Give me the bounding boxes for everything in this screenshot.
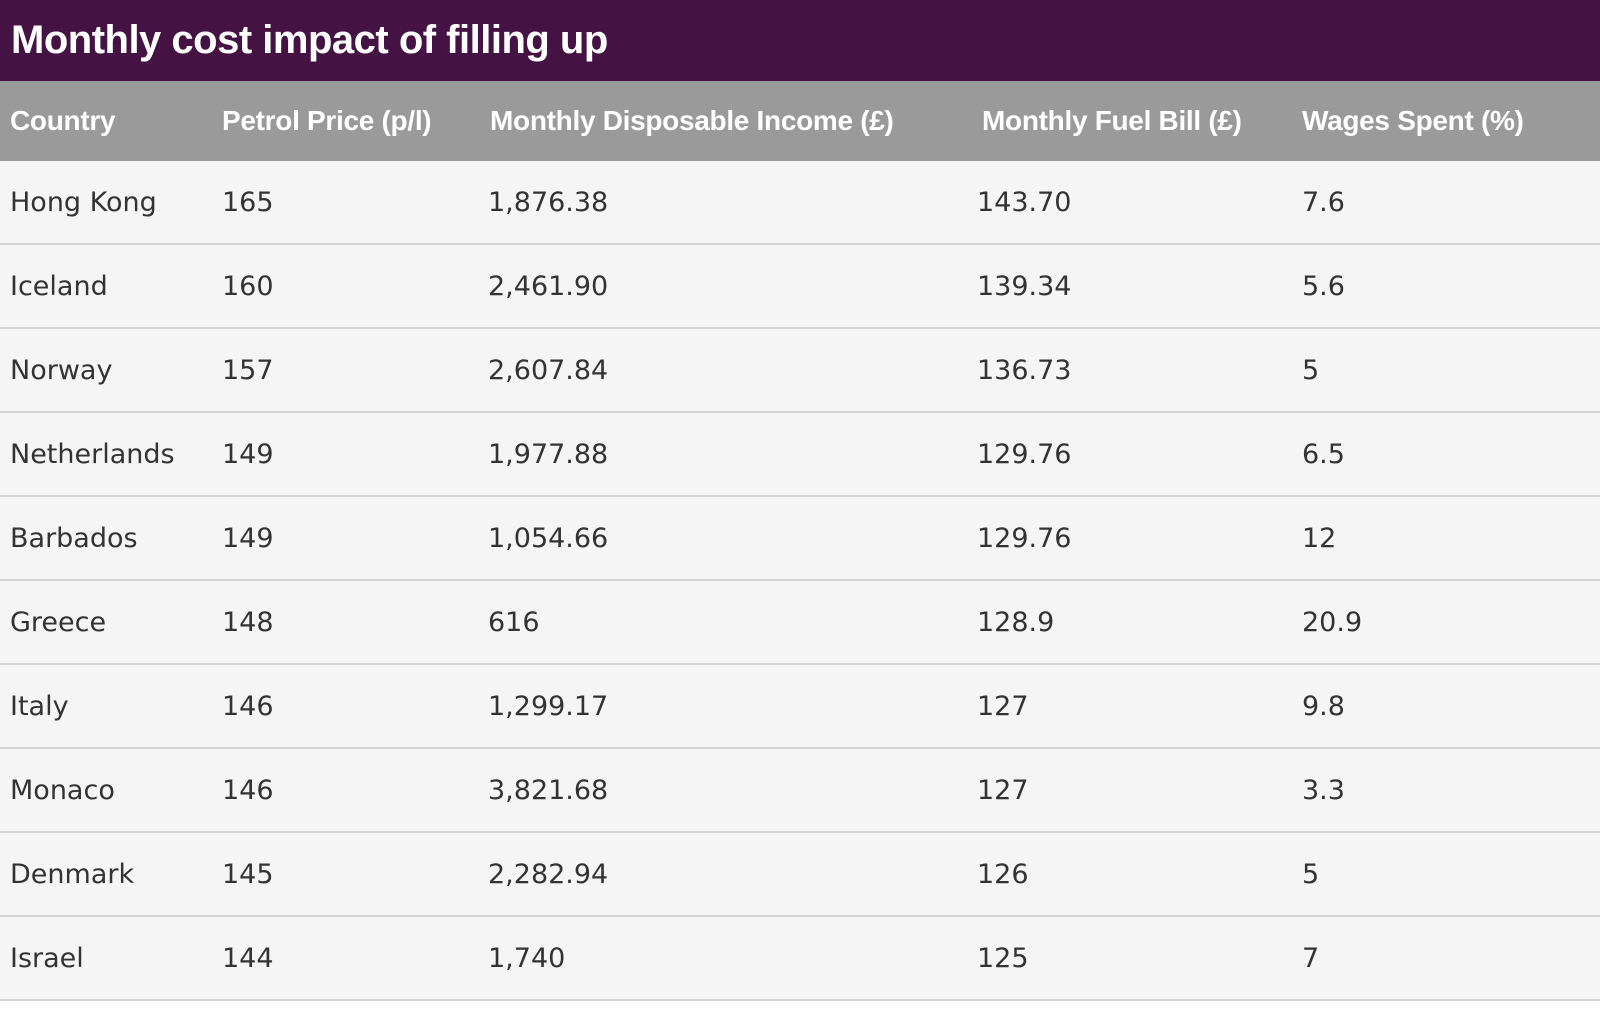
cell-disposable-income: 1,054.66 — [484, 496, 977, 581]
cell-petrol-price: 149 — [212, 412, 484, 497]
header-fuel-bill: Monthly Fuel Bill (£) — [977, 81, 1302, 161]
cell-fuel-bill: 143.70 — [977, 161, 1302, 245]
cell-wages-spent: 12 — [1302, 496, 1600, 581]
cell-petrol-price: 165 — [212, 161, 484, 245]
cell-disposable-income: 616 — [484, 580, 977, 665]
header-disposable-income: Monthly Disposable Income (£) — [484, 81, 977, 161]
cell-country: Iceland — [0, 244, 212, 329]
cell-wages-spent: 5.6 — [1302, 244, 1600, 329]
cell-disposable-income: 1,740 — [484, 916, 977, 1001]
cell-fuel-bill: 127 — [977, 748, 1302, 833]
cell-fuel-bill: 127 — [977, 664, 1302, 749]
cell-disposable-income: 2,607.84 — [484, 328, 977, 413]
table-row: Denmark 145 2,282.94 126 5 — [0, 832, 1600, 917]
header-country: Country — [0, 81, 212, 161]
cell-disposable-income: 1,876.38 — [484, 161, 977, 245]
cell-disposable-income: 1,977.88 — [484, 412, 977, 497]
table-row: Netherlands 149 1,977.88 129.76 6.5 — [0, 412, 1600, 497]
cell-fuel-bill: 139.34 — [977, 244, 1302, 329]
table-row: Italy 146 1,299.17 127 9.8 — [0, 664, 1600, 749]
cell-wages-spent: 9.8 — [1302, 664, 1600, 749]
cell-petrol-price: 146 — [212, 664, 484, 749]
cell-country: Netherlands — [0, 412, 212, 497]
cell-disposable-income: 2,461.90 — [484, 244, 977, 329]
table-header-row: Country Petrol Price (p/l) Monthly Dispo… — [0, 81, 1600, 161]
cell-country: Denmark — [0, 832, 212, 917]
cell-country: Italy — [0, 664, 212, 749]
cell-petrol-price: 145 — [212, 832, 484, 917]
cell-petrol-price: 144 — [212, 916, 484, 1001]
cell-country: Greece — [0, 580, 212, 665]
table-row: Hong Kong 165 1,876.38 143.70 7.6 — [0, 161, 1600, 245]
table-row: Norway 157 2,607.84 136.73 5 — [0, 328, 1600, 413]
table-row: Israel 144 1,740 125 7 — [0, 916, 1600, 1001]
cell-wages-spent: 5 — [1302, 832, 1600, 917]
cell-disposable-income: 2,282.94 — [484, 832, 977, 917]
table-row: Monaco 146 3,821.68 127 3.3 — [0, 748, 1600, 833]
cell-disposable-income: 1,299.17 — [484, 664, 977, 749]
cell-wages-spent: 3.3 — [1302, 748, 1600, 833]
cell-petrol-price: 160 — [212, 244, 484, 329]
title-bar: Monthly cost impact of filling up — [0, 0, 1600, 81]
cell-fuel-bill: 129.76 — [977, 496, 1302, 581]
cell-fuel-bill: 126 — [977, 832, 1302, 917]
table-row: Greece 148 616 128.9 20.9 — [0, 580, 1600, 665]
fuel-cost-table: Country Petrol Price (p/l) Monthly Dispo… — [0, 81, 1600, 1001]
cell-country: Barbados — [0, 496, 212, 581]
cell-fuel-bill: 136.73 — [977, 328, 1302, 413]
cell-country: Hong Kong — [0, 161, 212, 245]
header-petrol-price: Petrol Price (p/l) — [212, 81, 484, 161]
page-title: Monthly cost impact of filling up — [11, 18, 608, 62]
header-wages-spent: Wages Spent (%) — [1302, 81, 1600, 161]
cell-wages-spent: 6.5 — [1302, 412, 1600, 497]
cell-fuel-bill: 125 — [977, 916, 1302, 1001]
cell-wages-spent: 20.9 — [1302, 580, 1600, 665]
cell-petrol-price: 148 — [212, 580, 484, 665]
cell-country: Norway — [0, 328, 212, 413]
cell-petrol-price: 157 — [212, 328, 484, 413]
cell-country: Monaco — [0, 748, 212, 833]
cell-fuel-bill: 128.9 — [977, 580, 1302, 665]
cell-fuel-bill: 129.76 — [977, 412, 1302, 497]
cell-petrol-price: 146 — [212, 748, 484, 833]
cell-country: Israel — [0, 916, 212, 1001]
cell-disposable-income: 3,821.68 — [484, 748, 977, 833]
cell-wages-spent: 7 — [1302, 916, 1600, 1001]
cell-wages-spent: 5 — [1302, 328, 1600, 413]
cell-petrol-price: 149 — [212, 496, 484, 581]
table-row: Barbados 149 1,054.66 129.76 12 — [0, 496, 1600, 581]
cell-wages-spent: 7.6 — [1302, 161, 1600, 245]
table-row: Iceland 160 2,461.90 139.34 5.6 — [0, 244, 1600, 329]
